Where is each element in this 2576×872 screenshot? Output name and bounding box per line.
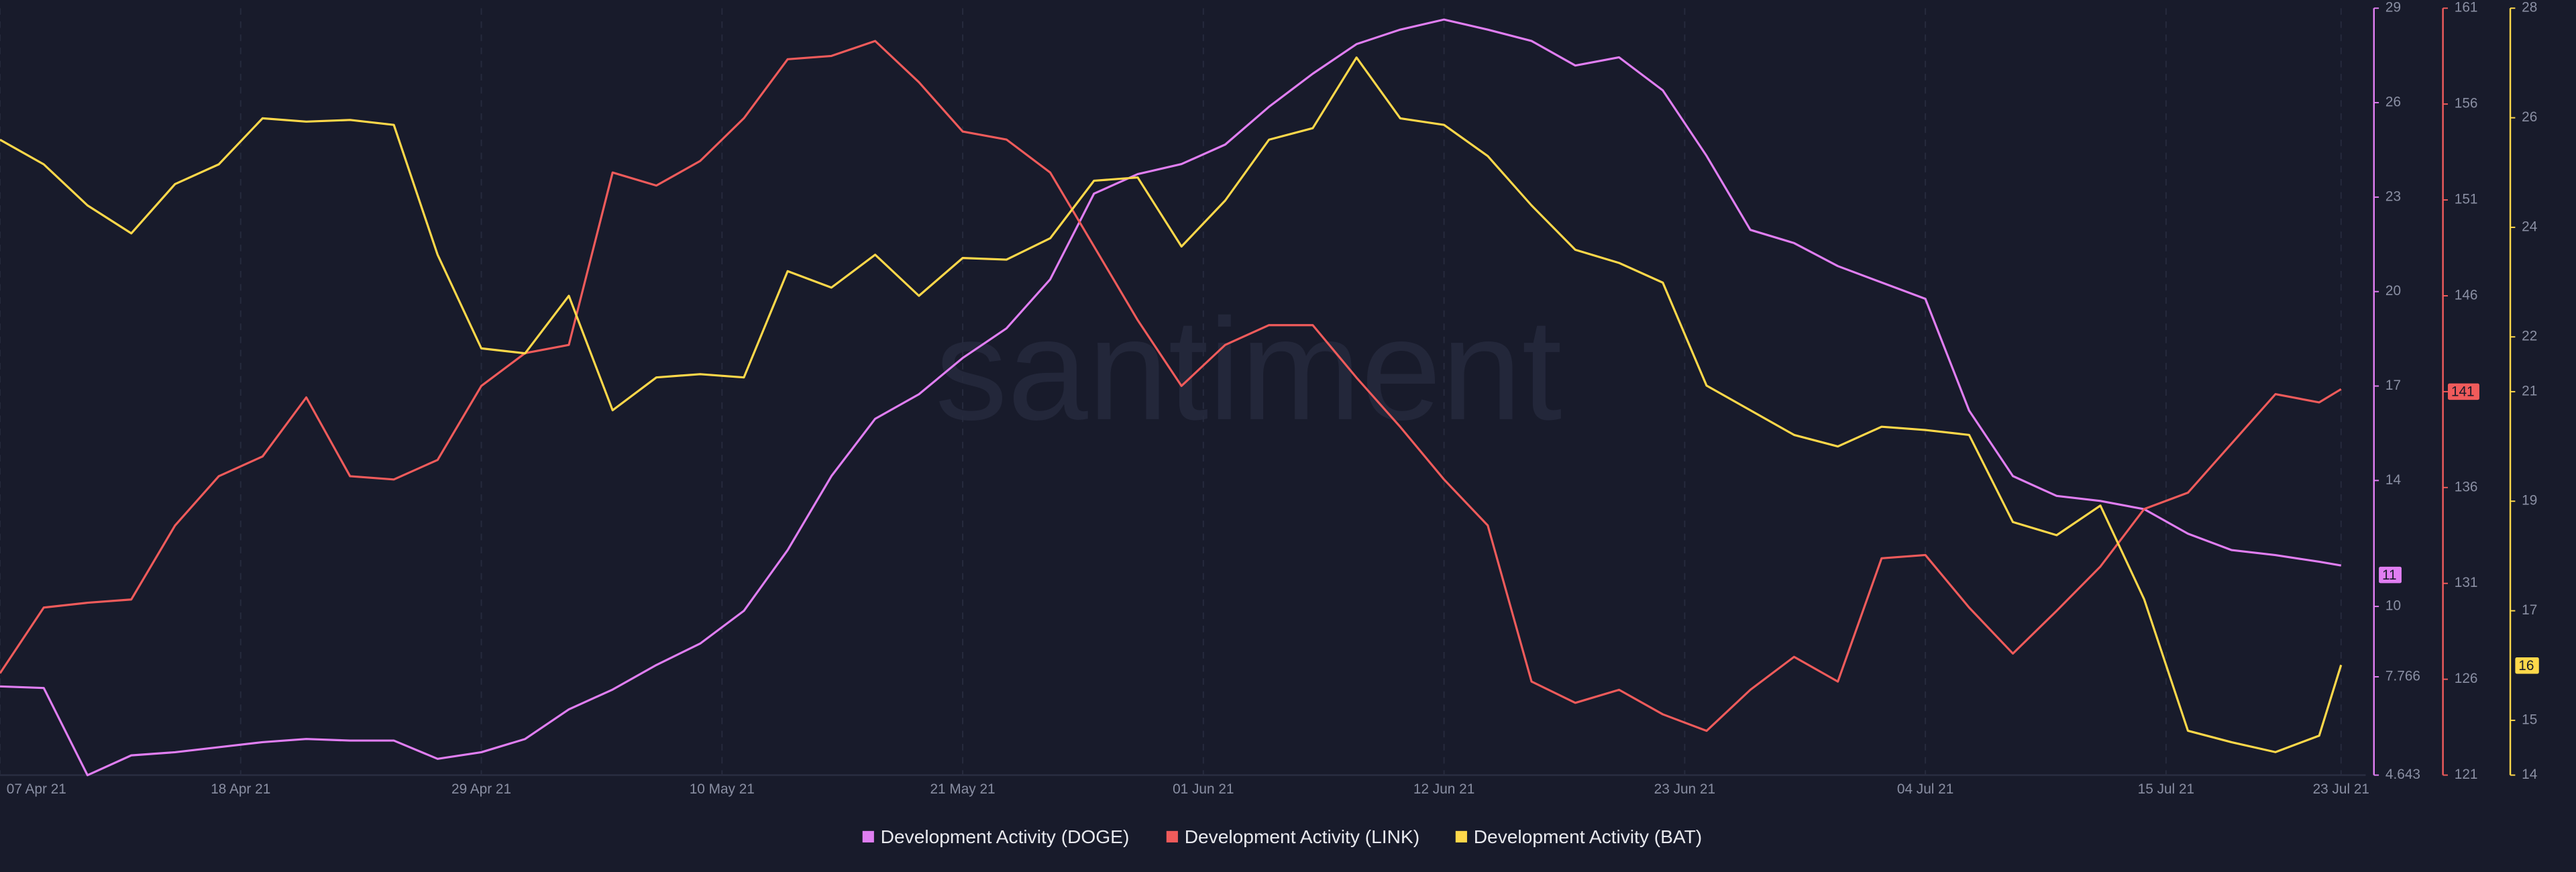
y-tick-label: 156 [2455, 96, 2478, 111]
y-tick-label: 131 [2455, 575, 2478, 590]
y-tick-label: 10 [2385, 598, 2401, 614]
watermark: santiment [935, 288, 1562, 450]
y-tick-label: 161 [2455, 0, 2478, 15]
y-tick-label: 26 [2385, 95, 2401, 110]
value-badge [2447, 383, 2479, 400]
legend-swatch [862, 830, 874, 842]
y-tick-label: 23 [2385, 188, 2401, 204]
value-badge-label: 16 [2518, 658, 2534, 673]
y-tick-label: 24 [2522, 219, 2537, 234]
y-tick-label: 22 [2522, 329, 2537, 344]
value-badge [2379, 566, 2402, 584]
value-badge [2515, 657, 2539, 674]
y-tick-label: 146 [2455, 287, 2478, 303]
x-tick-label: 01 Jun 21 [1173, 781, 1234, 797]
value-badge-label: 141 [2451, 384, 2475, 400]
y-tick-label: 21 [2522, 383, 2537, 398]
y-tick-label: 19 [2522, 493, 2537, 508]
y-tick-label: 28 [2522, 0, 2537, 15]
series-line [0, 40, 2342, 732]
x-tick-label: 18 Apr 21 [211, 781, 270, 797]
legend-label: Development Activity (DOGE) [881, 826, 1130, 847]
y-tick-label: 15 [2522, 712, 2537, 727]
x-tick-label: 15 Jul 21 [2138, 781, 2194, 797]
y-tick-label: 20 [2385, 283, 2401, 298]
x-tick-label: 10 May 21 [690, 781, 755, 797]
legend-swatch [1455, 830, 1467, 842]
legend-label: Development Activity (LINK) [1185, 826, 1419, 847]
x-tick-label: 07 Apr 21 [7, 781, 66, 797]
x-tick-label: 12 Jun 21 [1413, 781, 1474, 797]
x-tick-label: 04 Jul 21 [1897, 781, 1953, 797]
x-tick-label: 29 Apr 21 [451, 781, 511, 797]
y-tick-label: 26 [2522, 109, 2537, 125]
y-tick-label: 126 [2455, 671, 2478, 686]
legend-swatch [1166, 830, 1178, 842]
x-tick-label: 21 May 21 [930, 781, 995, 797]
y-tick-label: 17 [2522, 602, 2537, 618]
y-tick-label: 17 [2385, 378, 2401, 393]
series-line [0, 56, 2343, 753]
y-tick-label: 4.643 [2385, 767, 2420, 782]
x-tick-label: 23 Jul 21 [2313, 781, 2369, 797]
series-line [0, 18, 2342, 777]
y-tick-label: 7.766 [2385, 668, 2420, 684]
y-tick-label: 121 [2455, 767, 2478, 782]
y-tick-label: 136 [2455, 479, 2478, 494]
value-badge-label: 11 [2382, 567, 2397, 583]
y-tick-label: 151 [2455, 192, 2478, 207]
y-tick-label: 29 [2385, 0, 2401, 15]
y-tick-label: 14 [2522, 767, 2537, 782]
x-tick-label: 23 Jun 21 [1654, 781, 1715, 797]
y-tick-label: 14 [2385, 472, 2401, 488]
legend-label: Development Activity (BAT) [1474, 826, 1702, 847]
